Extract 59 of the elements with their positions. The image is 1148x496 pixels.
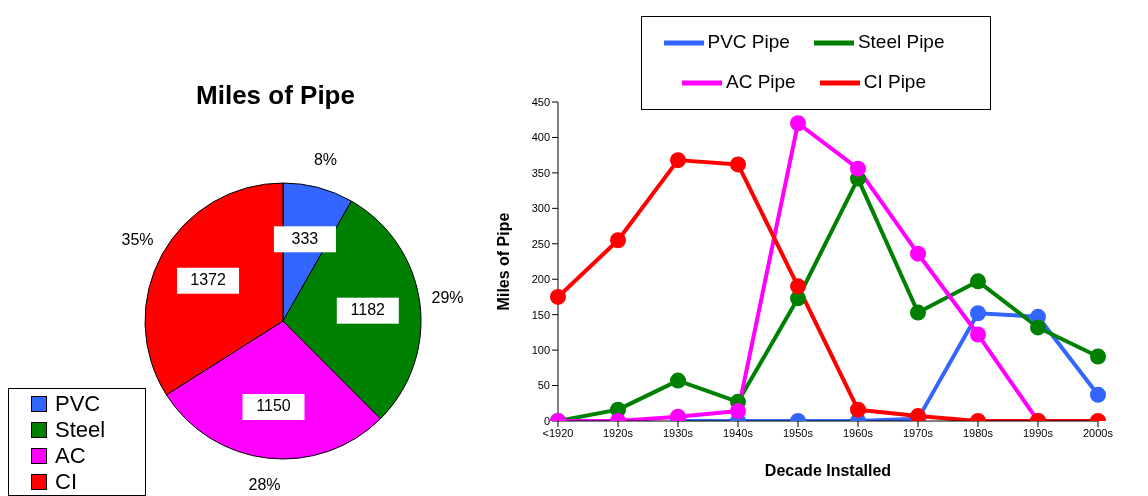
- y-tick-label: 150: [531, 308, 550, 321]
- y-tick-label: 100: [531, 344, 550, 357]
- text: 28%: [248, 476, 281, 494]
- y-tick-label: 250: [531, 237, 550, 250]
- text: 29%: [431, 289, 464, 307]
- point: [850, 160, 866, 177]
- legend-label: AC Pipe: [725, 71, 796, 93]
- point: [850, 401, 866, 418]
- text: 8%: [313, 150, 338, 168]
- point: [970, 273, 986, 290]
- x-tick-label: 1950s: [783, 426, 814, 439]
- legend-label: Steel Pipe: [857, 31, 945, 53]
- data-label: 1182: [350, 300, 386, 318]
- x-tick-label: 1980s: [963, 426, 994, 439]
- legend-label: PVC Pipe: [707, 31, 790, 53]
- y-tick-label: 200: [531, 273, 550, 286]
- y-tick-label: 450: [531, 95, 550, 108]
- point: [970, 305, 986, 322]
- y-axis-title: Miles of Pipe: [494, 212, 512, 311]
- point: [610, 232, 626, 249]
- text: 35%: [121, 231, 154, 249]
- point: [730, 156, 746, 173]
- point: [910, 245, 926, 262]
- point: [790, 278, 806, 295]
- y-tick-label: 350: [531, 166, 550, 179]
- data-label: 333: [291, 229, 319, 247]
- point: [1090, 386, 1106, 403]
- y-tick-label: 400: [531, 131, 550, 144]
- x-tick-label: 1990s: [1023, 426, 1054, 439]
- point: [730, 403, 746, 420]
- x-tick-label: 1940s: [723, 426, 754, 439]
- point: [670, 152, 686, 169]
- legend-label: CI Pipe: [863, 71, 926, 93]
- x-tick-label: 1960s: [843, 426, 874, 439]
- y-tick-label: 0: [543, 414, 550, 427]
- legend-label: AC: [55, 443, 86, 469]
- point: [790, 115, 806, 132]
- point: [970, 326, 986, 343]
- x-tick-label: 1970s: [903, 426, 934, 439]
- x-tick-label: 1920s: [603, 426, 634, 439]
- point: [550, 288, 566, 305]
- point: [1090, 348, 1106, 365]
- data-label: 1150: [256, 397, 291, 415]
- legend-label: Steel: [55, 417, 106, 443]
- x-axis-title: Decade Installed: [764, 462, 892, 479]
- x-tick-label: 2000s: [1083, 426, 1114, 439]
- point: [670, 408, 686, 421]
- x-tick-label: 1930s: [663, 426, 694, 439]
- point: [910, 304, 926, 321]
- x-tick-label: <1920: [542, 426, 574, 439]
- data-label: 1372: [190, 270, 226, 288]
- point: [790, 290, 806, 307]
- y-tick-label: 300: [531, 202, 550, 215]
- y-tick-label: 50: [537, 379, 550, 392]
- point: [670, 372, 686, 389]
- legend-label: PVC: [55, 391, 101, 417]
- chart-title: Miles of Pipe: [196, 80, 355, 110]
- point: [1030, 319, 1046, 336]
- legend-label: CI: [55, 469, 77, 495]
